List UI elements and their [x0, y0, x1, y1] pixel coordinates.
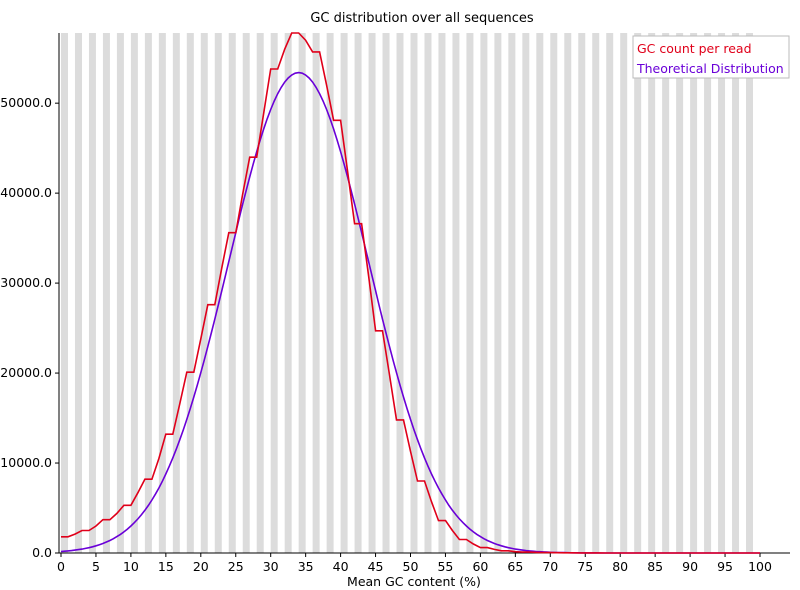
background-band [186, 33, 194, 553]
background-band [354, 33, 362, 553]
x-tick-label: 70 [542, 559, 558, 574]
background-band [270, 33, 278, 553]
legend-box [632, 35, 790, 79]
background-band [242, 33, 250, 553]
background-band [620, 33, 628, 553]
background-band [326, 33, 334, 553]
x-tick-label: 55 [437, 559, 453, 574]
x-tick-label: 0 [57, 559, 65, 574]
background-band [466, 33, 474, 553]
background-band [74, 33, 82, 553]
x-tick-label: 15 [158, 559, 174, 574]
x-tick-label: 40 [333, 559, 349, 574]
background-band [564, 33, 572, 553]
x-tick-label: 85 [647, 559, 663, 574]
background-band [144, 33, 152, 553]
chart-title: GC distribution over all sequences [310, 11, 534, 26]
x-tick-label: 75 [577, 559, 593, 574]
background-band [508, 33, 516, 553]
background-band [410, 33, 418, 553]
background-band [732, 33, 740, 553]
x-tick-label: 60 [472, 559, 488, 574]
background-band [368, 33, 376, 553]
background-band [256, 33, 264, 553]
background-band [200, 33, 208, 553]
background-band [298, 33, 306, 553]
background-band [578, 33, 586, 553]
x-tick-label: 25 [228, 559, 244, 574]
background-band [61, 33, 68, 553]
series-line-gc-count-per-read [61, 32, 760, 554]
background-band [214, 33, 222, 553]
x-axis: 0 5 10 15 20 25 30 35 40 45 50 55 60 65 70 75 80 85 90 95 10… [57, 553, 772, 574]
background-band [88, 33, 96, 553]
y-tick-label: 30000.0 [0, 275, 52, 290]
background-band [746, 33, 754, 553]
x-tick-label: 50 [403, 559, 419, 574]
x-tick-label: 20 [193, 559, 209, 574]
legend-entry-theoretical-distribution: Theoretical Distribution [636, 61, 784, 76]
background-band [172, 33, 180, 553]
background-band [452, 33, 460, 553]
background-band [550, 33, 558, 553]
background-band [690, 33, 698, 553]
background-band [592, 33, 600, 553]
background-band [480, 33, 488, 553]
x-tick-label: 80 [612, 559, 628, 574]
background-bands [61, 33, 754, 553]
background-band [494, 33, 502, 553]
x-tick-label: 90 [682, 559, 698, 574]
x-tick-label: 10 [123, 559, 139, 574]
x-tick-label: 35 [298, 559, 314, 574]
background-band [382, 33, 390, 553]
background-band [676, 33, 684, 553]
background-band [634, 33, 642, 553]
background-band [284, 33, 292, 553]
background-band [228, 33, 236, 553]
background-band [438, 33, 446, 553]
background-band [424, 33, 432, 553]
background-band [102, 33, 110, 553]
y-axis: 0.0 10000.0 20000.0 30000.0 40000.0 50000.0 [0, 95, 59, 560]
x-tick-label: 100 [748, 559, 772, 574]
y-tick-label: 20000.0 [0, 365, 52, 380]
background-band [536, 33, 544, 553]
x-axis-label: Mean GC content (%) [347, 574, 481, 589]
background-band [606, 33, 614, 553]
y-tick-label: 50000.0 [0, 95, 52, 110]
x-tick-label: 45 [368, 559, 384, 574]
background-band [662, 33, 670, 553]
background-band [130, 33, 138, 553]
y-tick-label: 40000.0 [0, 185, 52, 200]
legend-entry-gc-count-per-read: GC count per read [637, 41, 752, 56]
y-tick-label: 10000.0 [0, 455, 52, 470]
x-tick-label: 5 [92, 559, 100, 574]
background-band [648, 33, 656, 553]
background-band [522, 33, 530, 553]
background-band [396, 33, 404, 553]
legend: GC count per read Theoretical Distributi… [632, 35, 790, 79]
background-band [158, 33, 166, 553]
x-tick-label: 95 [717, 559, 733, 574]
x-tick-label: 65 [507, 559, 523, 574]
background-band [718, 33, 726, 553]
background-band [116, 33, 124, 553]
x-tick-label: 30 [263, 559, 279, 574]
background-band [312, 33, 320, 553]
background-band [704, 33, 712, 553]
background-band [340, 33, 348, 553]
y-tick-label: 0.0 [32, 545, 52, 560]
